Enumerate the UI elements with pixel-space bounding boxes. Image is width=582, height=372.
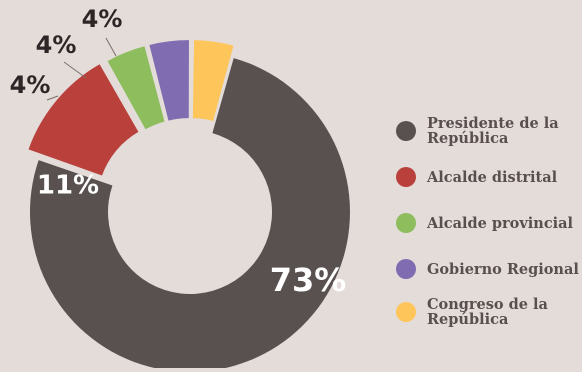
- slice-congreso: [192, 40, 234, 121]
- data-label-alcalde-provincial: 4%: [10, 71, 51, 99]
- legend-swatch-alcalde-distrital: [396, 167, 416, 187]
- data-label-congreso: 4%: [82, 5, 123, 33]
- data-label-gobierno-regional: 4%: [36, 31, 77, 59]
- legend-item-gobierno-regional: Gobierno Regional: [396, 246, 582, 292]
- data-label-alcalde-distrital: 11%: [37, 171, 99, 201]
- legend-item-alcalde-provincial: Alcalde provincial: [396, 200, 582, 246]
- legend-item-presidente: Presidente de la República: [396, 108, 582, 154]
- legend-swatch-alcalde-provincial: [396, 213, 416, 233]
- legend-item-congreso: Congreso de la República: [396, 292, 582, 332]
- slice-presidente: [30, 58, 350, 372]
- slice-alcalde-distrital: [28, 64, 139, 176]
- legend-label-gobierno-regional: Gobierno Regional: [427, 260, 579, 278]
- legend-label-alcalde-provincial: Alcalde provincial: [427, 214, 574, 232]
- legend-swatch-congreso: [396, 302, 416, 322]
- slice-gobierno-regional: [149, 40, 189, 121]
- legend-swatch-gobierno-regional: [396, 259, 416, 279]
- legend-swatch-presidente: [396, 121, 416, 141]
- data-label-presidente: 73%: [270, 261, 347, 299]
- legend-label-presidente: Presidente de la República: [427, 115, 559, 147]
- legend: Presidente de la República Alcalde distr…: [396, 108, 582, 332]
- leader-line-alcalde-provincial: [46, 95, 59, 101]
- legend-label-alcalde-distrital: Alcalde distrital: [427, 168, 558, 186]
- leader-line-gobierno-regional: [63, 61, 87, 79]
- legend-label-congreso: Congreso de la República: [427, 296, 548, 328]
- leader-line-congreso: [105, 37, 117, 57]
- legend-item-alcalde-distrital: Alcalde distrital: [396, 154, 582, 200]
- slice-alcalde-provincial: [107, 46, 165, 130]
